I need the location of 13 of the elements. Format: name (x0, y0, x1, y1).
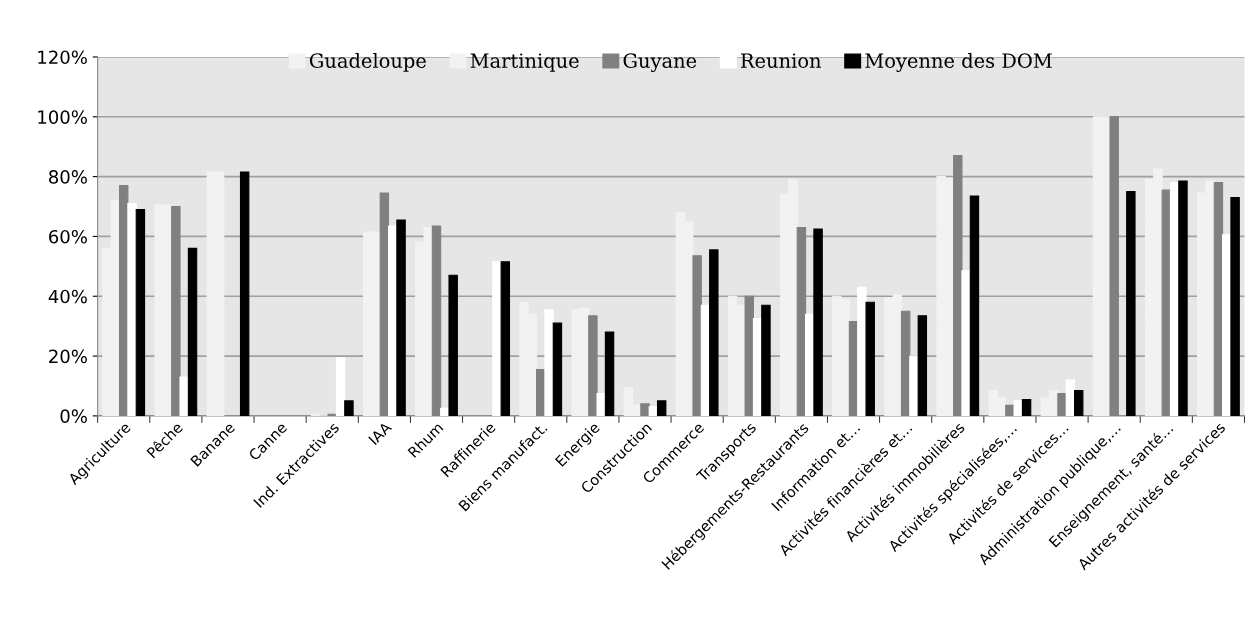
legend-label: Reunion (740, 53, 822, 68)
y-tick-label: 60% (49, 229, 87, 244)
y-tick-label: 0% (60, 409, 87, 423)
legend-label: Guadeloupe (309, 52, 426, 72)
legend-label: Guyane (623, 53, 697, 73)
y-tick-label: 80% (49, 170, 87, 184)
y-tick-label: 120% (38, 50, 87, 65)
y-tick-label: 40% (48, 289, 87, 304)
legend-label: Moyenne des DOM (865, 52, 1052, 73)
x-tick-label: IAA (368, 421, 393, 445)
y-tick-label: 100% (38, 110, 87, 124)
y-tick-label: 20% (49, 349, 87, 364)
legend-label: Martinique (470, 53, 579, 72)
